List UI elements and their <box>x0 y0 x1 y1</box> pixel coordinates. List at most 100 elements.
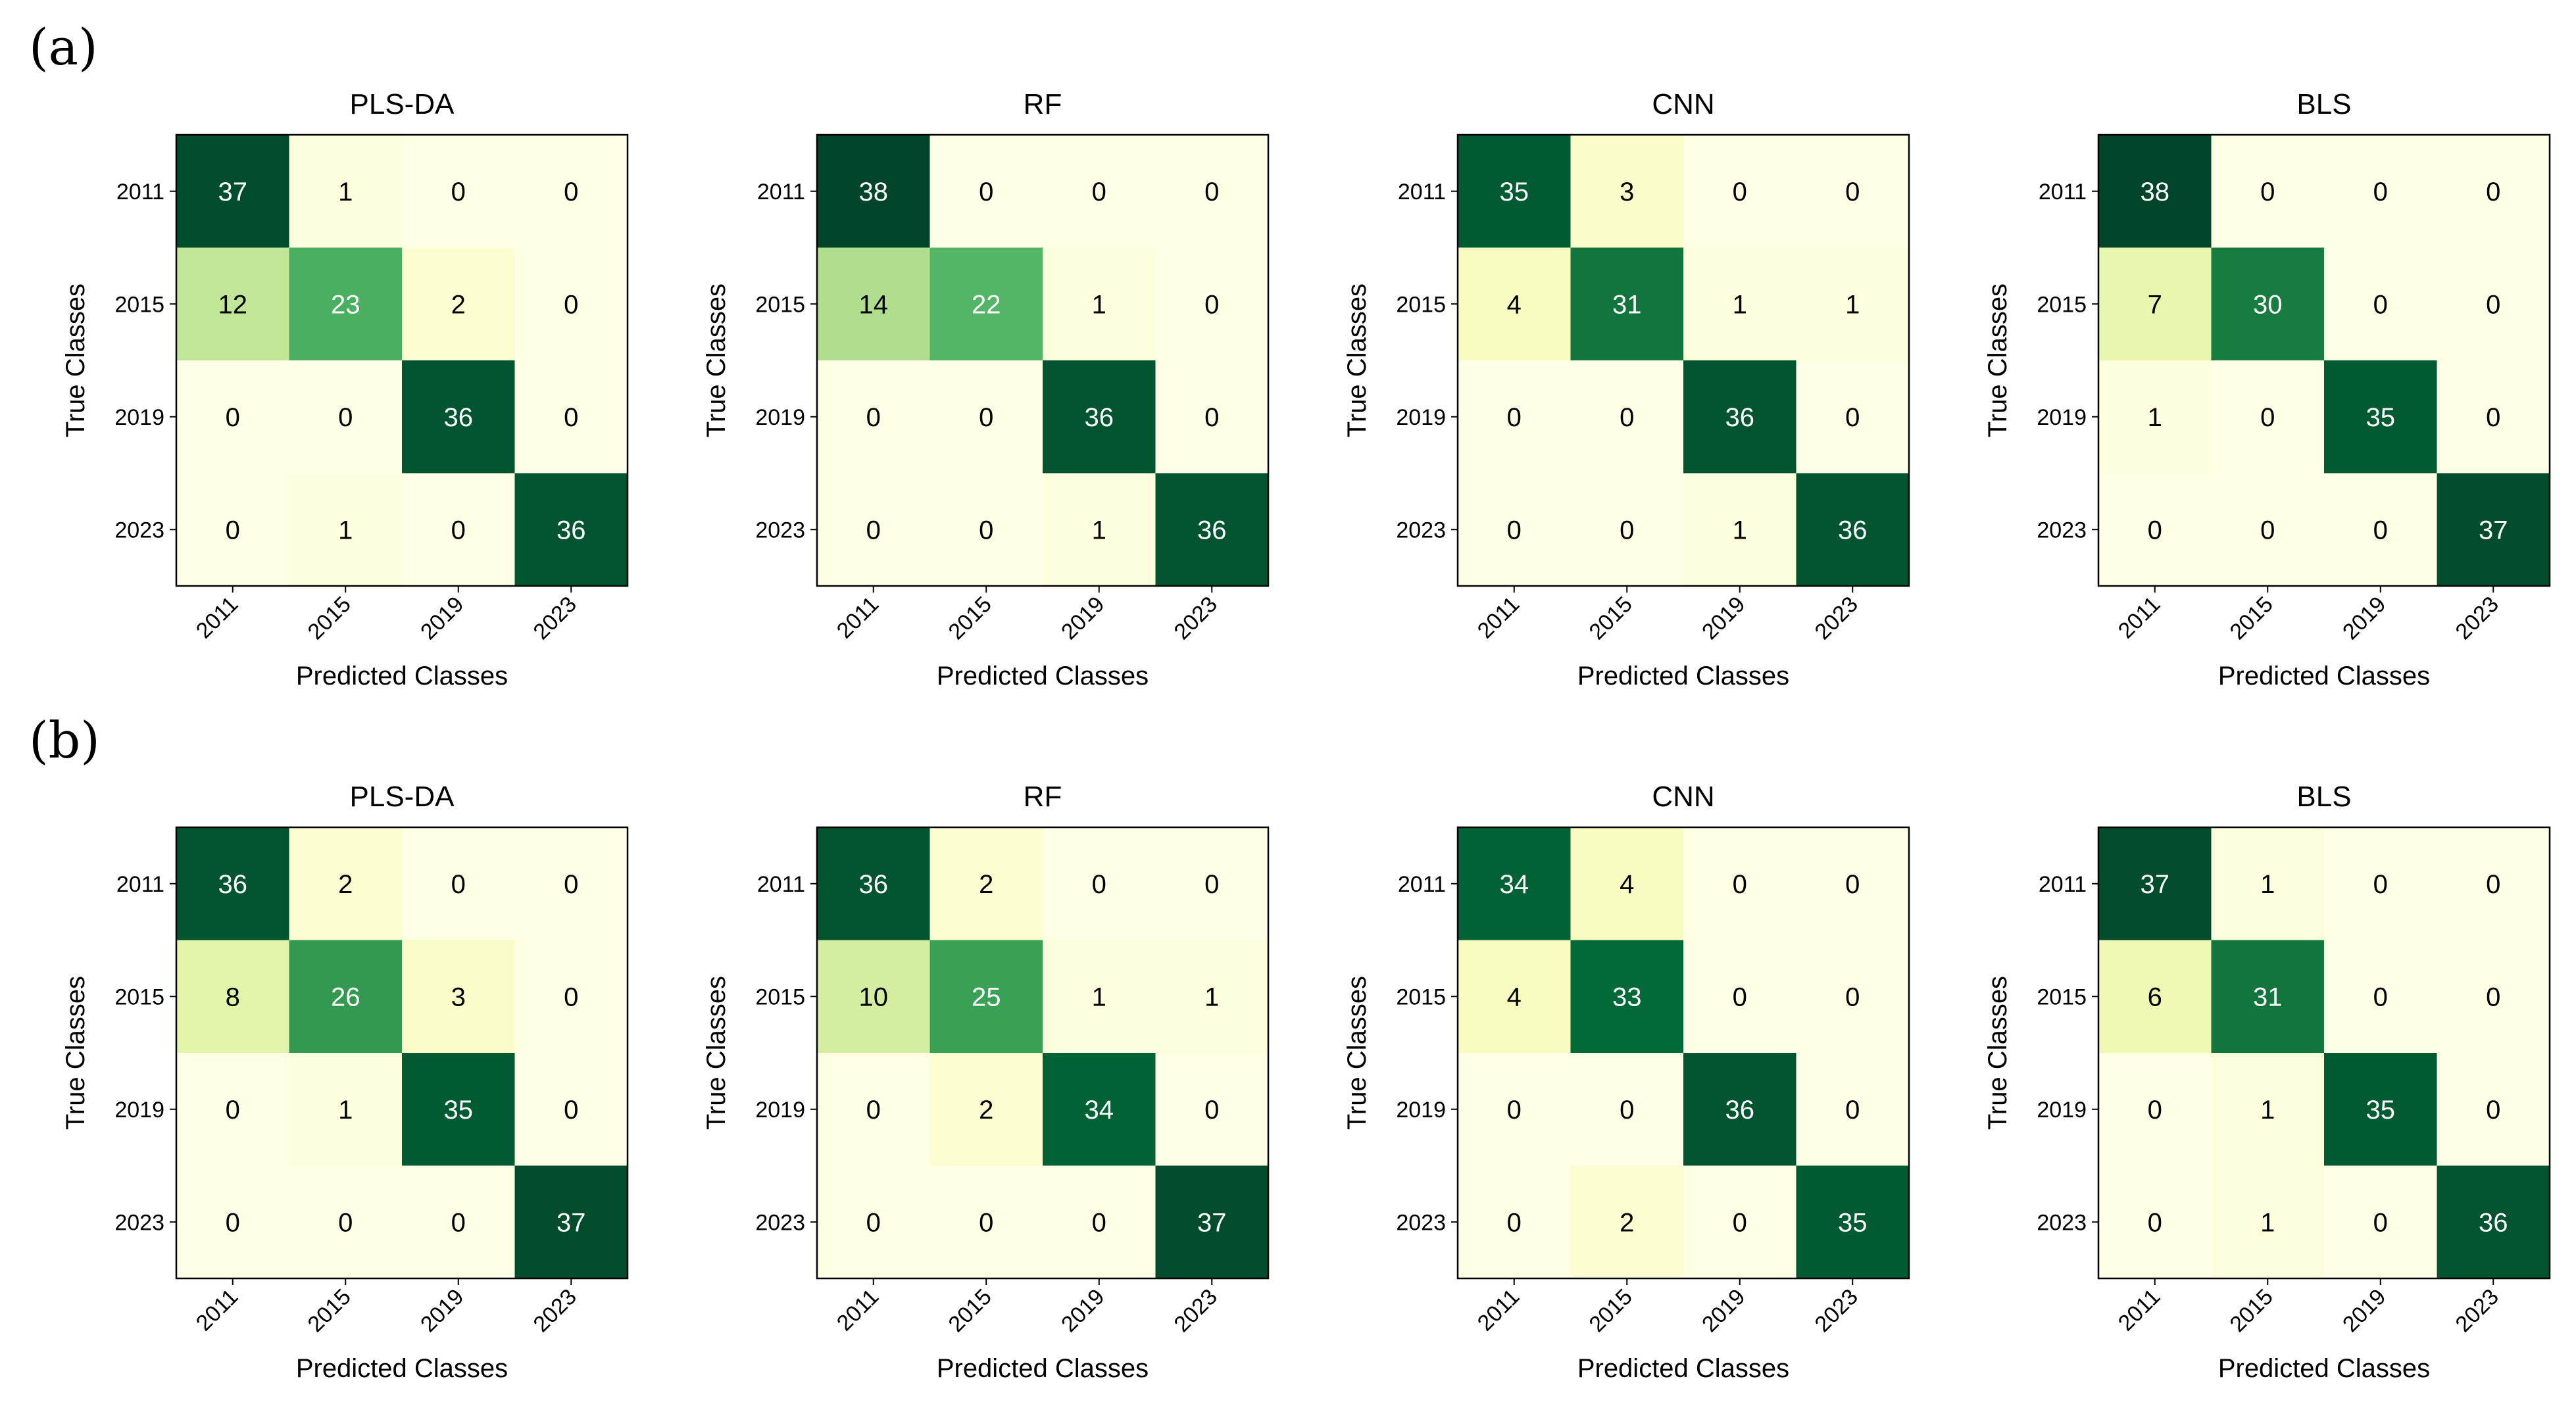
matrix-frame <box>2097 133 2551 587</box>
matrix-cell <box>929 473 1043 587</box>
y-tick-label: 2023 <box>1396 1210 1446 1235</box>
matrix-cell <box>817 940 930 1054</box>
y-tick-label: 2019 <box>755 405 805 430</box>
matrix-cell <box>402 1165 515 1279</box>
matrix-cell <box>2437 1165 2550 1279</box>
y-axis-label: True Classes <box>61 976 90 1130</box>
matrix-frame <box>816 826 1270 1280</box>
matrix-frame <box>175 133 629 587</box>
cell-value: 8 <box>226 982 240 1011</box>
matrix-cell <box>176 827 289 940</box>
matrix-cell <box>2324 1053 2437 1166</box>
cell-value: 35 <box>1838 1208 1868 1237</box>
x-axis-label: Predicted Classes <box>296 662 508 691</box>
cell-value: 36 <box>1838 516 1868 545</box>
matrix-cell <box>1043 473 1156 587</box>
cell-value: 0 <box>564 178 578 206</box>
cell-value: 1 <box>2260 1096 2275 1125</box>
cell-value: 0 <box>1733 178 1747 206</box>
matrix-cell <box>1683 247 1796 361</box>
matrix-cell <box>176 360 289 473</box>
cell-value: 12 <box>218 290 248 319</box>
matrix-cell <box>514 473 628 587</box>
cell-value: 36 <box>2479 1208 2508 1237</box>
matrix-cell <box>1570 360 1684 473</box>
y-tick-label: 2023 <box>755 518 805 543</box>
cell-value: 1 <box>1204 982 1219 1011</box>
y-axis-label: True Classes <box>1343 283 1372 437</box>
cell-value: 1 <box>338 178 353 206</box>
cell-value: 1 <box>2260 1208 2275 1237</box>
matrix-cell <box>1458 135 1571 248</box>
cell-value: 0 <box>451 516 466 545</box>
y-tick-label: 2015 <box>755 984 805 1009</box>
matrix-cell <box>176 135 289 248</box>
y-tick-label: 2019 <box>1396 405 1446 430</box>
y-tick-label: 2011 <box>2039 180 2087 205</box>
matrix-cell <box>929 1053 1043 1166</box>
cell-value: 0 <box>2486 178 2500 206</box>
matrix-cell <box>1796 135 1910 248</box>
cell-value: 0 <box>979 1208 993 1237</box>
cell-value: 0 <box>1092 1208 1106 1237</box>
cell-value: 36 <box>557 516 586 545</box>
cell-value: 0 <box>564 982 578 1011</box>
matrix-cell <box>1683 1165 1796 1279</box>
matrix-cell <box>2211 135 2325 248</box>
y-tick-label: 2015 <box>2037 292 2087 317</box>
cell-value: 0 <box>979 516 993 545</box>
matrix-cell <box>2098 360 2212 473</box>
y-axis-label: True Classes <box>702 976 731 1130</box>
cell-value: 0 <box>1092 870 1106 899</box>
matrix-cell <box>514 1165 628 1279</box>
matrix-cell <box>2437 135 2550 248</box>
y-tick-label: 2019 <box>114 405 164 430</box>
cell-value: 10 <box>859 982 889 1011</box>
matrix-cell <box>2098 135 2212 248</box>
matrix-cell <box>2324 360 2437 473</box>
x-axis-label: Predicted Classes <box>937 1354 1149 1383</box>
matrix-cell <box>817 247 930 361</box>
chart-title: CNN <box>1652 88 1714 120</box>
cell-value: 0 <box>2260 178 2275 206</box>
cell-value: 30 <box>2253 290 2283 319</box>
y-tick-label: 2023 <box>1396 518 1446 543</box>
cell-value: 1 <box>2260 870 2275 899</box>
cell-value: 0 <box>866 516 881 545</box>
cell-value: 36 <box>1197 516 1227 545</box>
matrix-cell <box>2211 360 2325 473</box>
cell-value: 0 <box>2373 178 2388 206</box>
matrix-cell <box>1570 1053 1684 1166</box>
cell-value: 0 <box>2373 870 2388 899</box>
matrix-cell <box>176 247 289 361</box>
cell-value: 34 <box>1085 1096 1114 1125</box>
cell-value: 1 <box>1092 516 1106 545</box>
matrix-cell <box>1570 135 1684 248</box>
y-tick-label: 2015 <box>2037 984 2087 1009</box>
y-tick-label: 2023 <box>2037 1210 2087 1235</box>
chart-title: CNN <box>1652 781 1714 813</box>
matrix-cell <box>1796 360 1910 473</box>
x-axis-label: Predicted Classes <box>2218 662 2430 691</box>
matrix-cell <box>402 827 515 940</box>
cell-value: 0 <box>564 1096 578 1125</box>
cell-value: 36 <box>1085 403 1114 432</box>
cell-value: 37 <box>2479 516 2508 545</box>
x-axis-label: Predicted Classes <box>2218 1354 2430 1383</box>
y-axis-label: True Classes <box>1343 976 1372 1130</box>
matrix-cell <box>929 360 1043 473</box>
cell-value: 0 <box>2486 290 2500 319</box>
matrix-cell <box>2324 940 2437 1054</box>
matrix-cell <box>1043 247 1156 361</box>
matrix-cell <box>1796 473 1910 587</box>
panel-label-b: (b) <box>29 711 100 769</box>
matrix-cell <box>289 827 403 940</box>
cell-value: 0 <box>1845 870 1860 899</box>
cell-value: 14 <box>859 290 889 319</box>
matrix-cell <box>1570 247 1684 361</box>
y-tick-label: 2011 <box>1398 180 1446 205</box>
matrix-cell <box>1458 247 1571 361</box>
matrix-cell <box>1458 827 1571 940</box>
cell-value: 0 <box>1733 982 1747 1011</box>
